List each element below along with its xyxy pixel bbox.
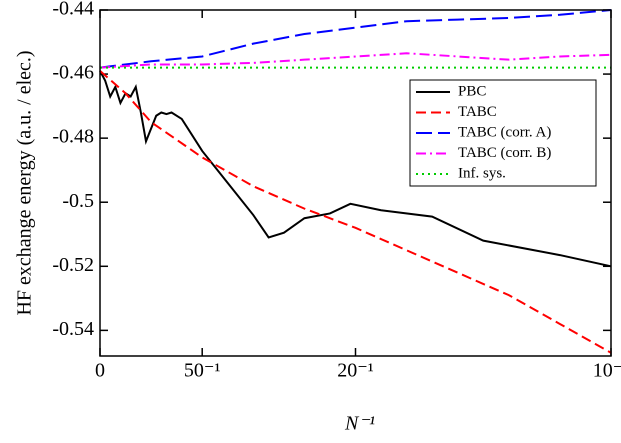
x-tick-label: 50⁻¹	[184, 360, 221, 382]
legend-label: Inf. sys.	[458, 165, 506, 181]
series-line	[99, 52, 612, 69]
legend-label: TABC (corr. A)	[458, 124, 551, 140]
series-line	[99, 70, 612, 354]
x-tick-label: 0	[95, 360, 105, 382]
series-line	[99, 70, 612, 268]
x-tick-label: 20⁻¹	[337, 360, 374, 382]
y-tick-label: -0.52	[52, 254, 94, 276]
series-line	[99, 9, 612, 69]
y-axis-label: HF exchange energy (a.u. / elec.)	[14, 50, 36, 315]
legend-label: PBC	[458, 83, 486, 99]
y-tick-label: -0.54	[52, 318, 94, 340]
x-axis-label: N⁻¹	[344, 413, 375, 435]
x-tick-label: 10⁻¹	[593, 360, 621, 382]
y-tick-label: -0.46	[52, 62, 94, 84]
legend-label: TABC	[458, 104, 497, 120]
y-tick-label: -0.44	[52, 0, 94, 20]
legend-label: TABC (corr. B)	[458, 145, 551, 161]
y-tick-label: -0.5	[62, 190, 94, 212]
y-tick-label: -0.48	[52, 126, 94, 148]
plot-frame	[99, 9, 612, 357]
